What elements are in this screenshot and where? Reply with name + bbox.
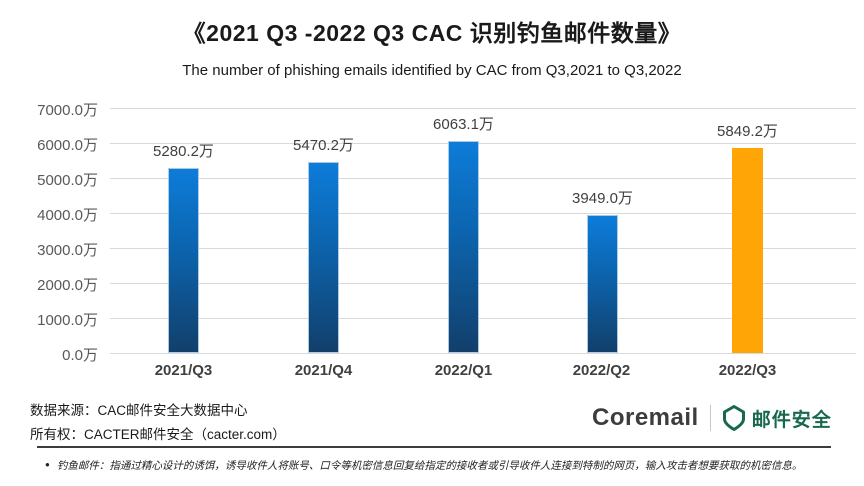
y-tick-label: 7000.0万 bbox=[37, 102, 98, 119]
gridline bbox=[110, 178, 856, 179]
bar-2022q1 bbox=[448, 141, 479, 353]
x-tick-label: 2021/Q4 bbox=[294, 362, 353, 379]
mailsec-logo-text: 邮件安全 bbox=[751, 409, 832, 431]
gridline bbox=[110, 108, 856, 109]
y-tick-label: 5000.0万 bbox=[37, 172, 98, 189]
bar-value-label: 5849.2万 bbox=[717, 123, 778, 140]
gridline bbox=[110, 283, 856, 284]
bar-2021q3 bbox=[168, 168, 199, 353]
gridline bbox=[110, 143, 856, 144]
y-tick-label: 1000.0万 bbox=[37, 312, 98, 329]
footer-divider-line bbox=[37, 446, 831, 448]
x-tick-label: 2021/Q3 bbox=[154, 362, 213, 379]
y-tick-label: 2000.0万 bbox=[37, 277, 98, 294]
y-tick-label: 0.0万 bbox=[62, 347, 98, 364]
note-text: 钓鱼邮件：指通过精心设计的诱饵，诱导收件人将账号、口令等机密信息回复给指定的接收… bbox=[56, 460, 803, 472]
gridline-baseline bbox=[110, 353, 856, 354]
bar-value-label: 5280.2万 bbox=[153, 143, 214, 160]
gridline bbox=[110, 318, 856, 319]
y-tick-label: 3000.0万 bbox=[37, 242, 98, 259]
chart-subtitle: The number of phishing emails identified… bbox=[182, 62, 682, 79]
bar-value-label: 6063.1万 bbox=[433, 116, 494, 133]
coremail-logo: Coremail bbox=[592, 404, 699, 431]
bullet-icon: ● bbox=[45, 460, 50, 469]
plot-area: 5280.2万 5470.2万 6063.1万 3949.0万 5849.2万 bbox=[110, 108, 856, 354]
data-source-text: 数据来源：CAC邮件安全大数据中心 bbox=[30, 403, 248, 418]
y-tick-label: 4000.0万 bbox=[37, 207, 98, 224]
y-axis: 7000.0万 6000.0万 5000.0万 4000.0万 3000.0万 … bbox=[0, 102, 100, 364]
bar-2022q2 bbox=[587, 215, 618, 353]
bar-2021q4 bbox=[308, 162, 339, 353]
phishing-definition-note: ● 钓鱼邮件：指通过精心设计的诱饵，诱导收件人将账号、口令等机密信息回复给指定的… bbox=[45, 458, 835, 473]
x-tick-label: 2022/Q1 bbox=[434, 362, 493, 379]
ownership-text: 所有权：CACTER邮件安全（cacter.com） bbox=[30, 427, 286, 442]
bar-2022q3 bbox=[732, 148, 763, 353]
shield-icon bbox=[722, 405, 746, 431]
x-tick-label: 2022/Q3 bbox=[718, 362, 777, 379]
y-tick-label: 6000.0万 bbox=[37, 137, 98, 154]
bar-value-label: 5470.2万 bbox=[293, 137, 354, 154]
bar-value-label: 3949.0万 bbox=[572, 190, 633, 207]
chart-title: 《2021 Q3 -2022 Q3 CAC 识别钓鱼邮件数量》 bbox=[182, 20, 682, 46]
x-tick-label: 2022/Q2 bbox=[572, 362, 631, 379]
x-axis: 2021/Q3 2021/Q4 2022/Q1 2022/Q2 2022/Q3 bbox=[110, 362, 856, 382]
gridline bbox=[110, 248, 856, 249]
logo-divider bbox=[709, 405, 711, 431]
logo-row: Coremail 邮件安全 bbox=[592, 402, 832, 434]
gridline bbox=[110, 213, 856, 214]
